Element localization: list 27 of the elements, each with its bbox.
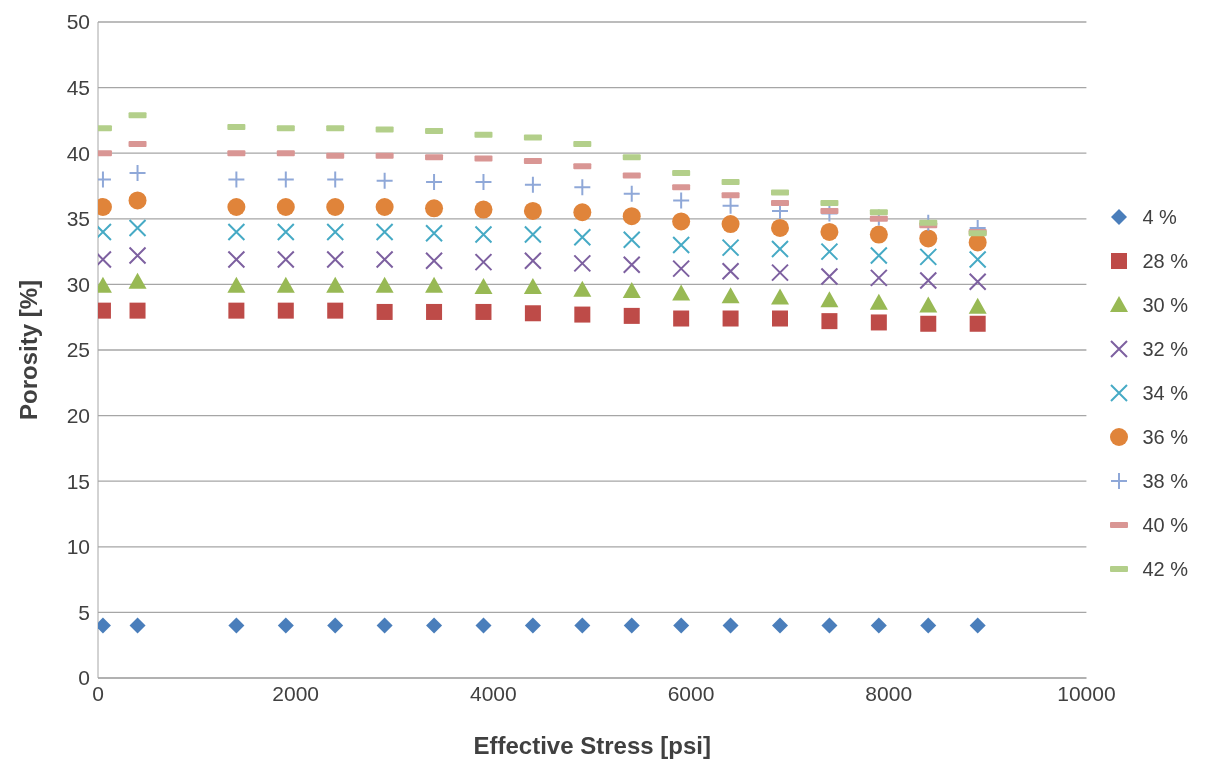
y-tick-label: 10 xyxy=(66,535,90,559)
y-tick-label: 5 xyxy=(78,600,90,624)
legend-label: 28 % xyxy=(1142,249,1188,273)
x-axis-title: Effective Stress [psi] xyxy=(473,732,711,759)
x-tick-label: 8000 xyxy=(865,681,913,705)
legend-label: 32 % xyxy=(1142,337,1188,361)
legend-label: 42 % xyxy=(1142,557,1188,581)
legend-label: 38 % xyxy=(1142,469,1188,493)
y-tick-label: 25 xyxy=(66,338,90,362)
y-tick-label: 50 xyxy=(66,10,90,34)
x-tick-label: 6000 xyxy=(667,681,715,705)
legend-label: 40 % xyxy=(1142,513,1188,537)
y-tick-label: 35 xyxy=(66,207,90,231)
legend-label: 30 % xyxy=(1142,293,1188,317)
y-tick-label: 15 xyxy=(66,469,90,493)
y-tick-label: 0 xyxy=(78,666,90,690)
y-tick-label: 30 xyxy=(66,272,90,296)
x-tick-label: 10000 xyxy=(1057,681,1116,705)
y-tick-label: 45 xyxy=(66,76,90,100)
legend-label: 4 % xyxy=(1142,205,1177,229)
y-tick-label: 40 xyxy=(66,141,90,165)
y-tick-label: 20 xyxy=(66,404,90,428)
x-tick-label: 2000 xyxy=(272,681,320,705)
y-axis-title: Porosity [%] xyxy=(14,279,42,421)
legend-label: 34 % xyxy=(1142,381,1188,405)
x-tick-label: 4000 xyxy=(470,681,517,705)
legend-label: 36 % xyxy=(1142,425,1188,449)
